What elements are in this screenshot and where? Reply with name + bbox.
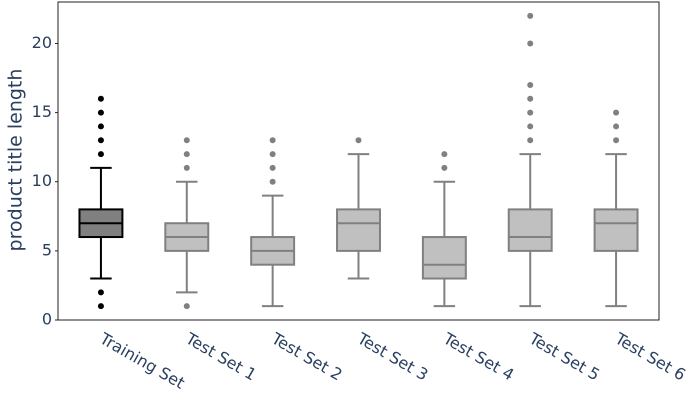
- outlier: [527, 137, 534, 144]
- x-tick-label: Test Set 5: [525, 328, 603, 384]
- outlier: [97, 151, 104, 158]
- x-tick-label: Test Set 1: [182, 328, 260, 384]
- x-tick-label: Training Set: [96, 328, 188, 392]
- outlier: [97, 123, 104, 130]
- outlier: [613, 123, 620, 130]
- y-tick-label: 15: [32, 102, 52, 121]
- x-tick-label: Test Set 3: [353, 328, 431, 384]
- x-tick-label: Test Set 2: [268, 328, 346, 384]
- box: [421, 236, 467, 280]
- outlier: [183, 151, 190, 158]
- outlier: [355, 137, 362, 144]
- outlier: [527, 12, 534, 19]
- outlier: [97, 95, 104, 102]
- outlier: [527, 109, 534, 116]
- y-axis-label: product title length: [5, 69, 27, 252]
- x-tick-label: Test Set 6: [611, 328, 689, 384]
- outlier: [97, 137, 104, 144]
- outlier: [269, 178, 276, 185]
- box: [507, 208, 553, 252]
- outlier: [269, 137, 276, 144]
- y-tick-label: 10: [32, 171, 52, 190]
- plot-frame: [57, 1, 660, 321]
- x-tick-label: Test Set 4: [439, 328, 517, 384]
- outlier: [527, 40, 534, 47]
- outlier: [97, 109, 104, 116]
- y-tick-label: 20: [32, 33, 52, 52]
- outlier: [613, 137, 620, 144]
- outlier: [97, 303, 104, 310]
- y-tick-label: 5: [42, 240, 52, 259]
- outlier: [441, 164, 448, 171]
- y-tick-label: 0: [42, 310, 52, 329]
- outlier: [269, 151, 276, 158]
- outlier: [183, 137, 190, 144]
- outlier: [613, 109, 620, 116]
- outlier: [183, 303, 190, 310]
- box: [593, 208, 639, 252]
- outlier: [269, 164, 276, 171]
- outlier: [97, 289, 104, 296]
- outlier: [527, 123, 534, 130]
- outlier: [441, 151, 448, 158]
- box: [336, 208, 381, 252]
- outlier: [527, 81, 534, 88]
- outlier: [527, 95, 534, 102]
- outlier: [183, 164, 190, 171]
